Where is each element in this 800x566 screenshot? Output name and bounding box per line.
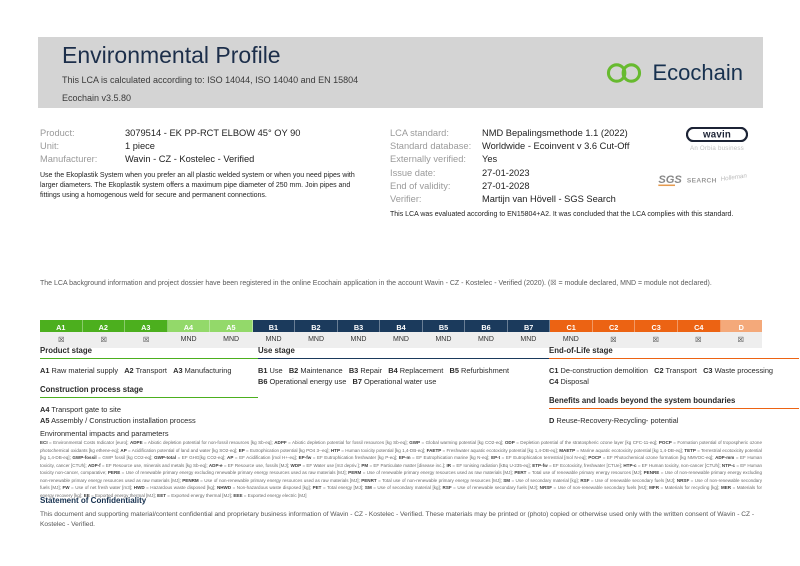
svg-text:Holleman: Holleman (720, 172, 748, 183)
svg-text:SEARCH: SEARCH (687, 177, 717, 184)
svg-text:wavin: wavin (702, 130, 731, 141)
svg-text:SGS: SGS (658, 174, 682, 186)
